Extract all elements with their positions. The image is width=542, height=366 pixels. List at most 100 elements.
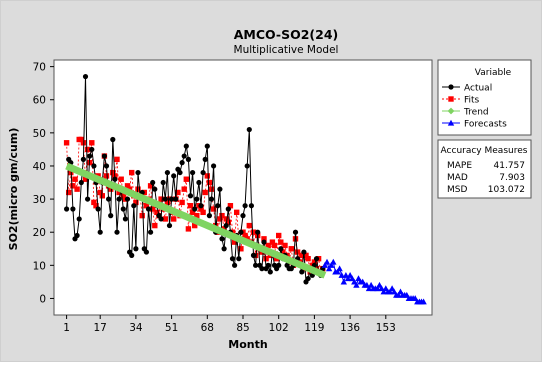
actual-point <box>91 163 97 169</box>
fits-point <box>189 209 196 216</box>
forecasts-point <box>374 285 381 292</box>
y-tick-label: 60 <box>33 95 46 107</box>
actual-point <box>135 169 141 176</box>
actual-point <box>313 256 320 262</box>
legend-marker-actual <box>448 84 454 90</box>
legend-marker-fits <box>448 96 454 102</box>
actual-point <box>162 196 168 202</box>
fits-point <box>66 189 72 196</box>
actual-point <box>244 163 250 169</box>
actual-point <box>194 196 200 202</box>
fits-point <box>175 189 181 196</box>
actual-point <box>171 173 177 179</box>
fits-point <box>63 140 70 146</box>
y-tick-label: 40 <box>33 161 46 173</box>
fits-point <box>223 216 229 222</box>
x-tick-label: 119 <box>304 322 324 334</box>
actual-point <box>114 229 120 235</box>
axes: 0 10 20 30 40 50 60 70 1 17 34 51 68 85 102 119 136 153 <box>33 62 396 334</box>
fits-point <box>250 229 257 235</box>
actual-point <box>221 246 227 252</box>
legend-item-trend: Trend <box>442 108 489 118</box>
fits-point <box>231 239 238 245</box>
actual-point <box>253 262 259 268</box>
forecasts-point <box>328 262 335 268</box>
actual-point <box>204 143 210 149</box>
actual-point <box>108 213 114 219</box>
fits-point <box>288 246 294 252</box>
legend-label-forecasts: Forecasts <box>464 120 507 130</box>
x-tick-label: 1 <box>63 322 70 334</box>
actual-point <box>133 246 139 252</box>
actual-point <box>173 196 179 202</box>
fits-point <box>194 212 200 219</box>
actual-point <box>240 213 246 219</box>
series-actual <box>64 73 326 285</box>
actual-point <box>152 186 158 192</box>
actual-point <box>150 179 156 186</box>
fits-point <box>294 249 301 255</box>
fits-point <box>162 216 168 222</box>
legend-label-fits: Fits <box>464 96 480 106</box>
fits-point <box>217 216 223 222</box>
legend-title: Variable <box>475 68 512 78</box>
legend-label-trend: Trend <box>463 108 489 118</box>
fits-point <box>110 169 116 176</box>
x-tick-label: 17 <box>94 322 107 334</box>
x-tick-label: 85 <box>236 322 249 334</box>
fits-point <box>150 206 156 212</box>
fits-point <box>133 199 139 206</box>
actual-point <box>82 73 89 80</box>
fits-point <box>91 199 97 206</box>
accuracy-box <box>437 139 532 199</box>
actual-point <box>232 262 238 268</box>
forecasts-point <box>386 288 394 295</box>
legend-marker-forecasts <box>447 119 455 126</box>
actual-point <box>250 252 257 258</box>
y-tick-label: 30 <box>33 194 46 206</box>
fits-point <box>116 189 122 196</box>
fits-point <box>78 136 84 143</box>
fits-point <box>84 146 91 153</box>
y-axis-label: SO2(micro gm/cum) <box>7 128 20 251</box>
fits-point <box>99 193 105 199</box>
actual-point <box>305 275 311 282</box>
fits-point <box>185 226 192 232</box>
actual-point <box>190 169 196 176</box>
fits-point <box>154 209 160 216</box>
fits-point <box>219 212 225 219</box>
fits-point <box>265 242 271 249</box>
actual-point <box>85 196 91 202</box>
fits-point <box>147 183 154 189</box>
actual-point <box>166 222 173 229</box>
actual-point <box>259 266 265 272</box>
legend-marker-trend <box>447 107 455 115</box>
fits-point <box>139 212 145 219</box>
actual-point <box>278 246 284 252</box>
y-tick-label: 50 <box>33 128 46 140</box>
actual-point <box>164 169 170 176</box>
fits-point <box>82 176 89 182</box>
forecasts-point <box>344 275 352 282</box>
fits-point <box>225 219 231 225</box>
chart-title: AMCO-SO2(24) <box>234 27 338 42</box>
fits-point <box>238 246 244 252</box>
actual-point <box>238 229 244 235</box>
actual-point <box>143 249 149 255</box>
actual-point <box>129 252 135 258</box>
series-forecasts <box>321 258 427 305</box>
actual-point <box>261 239 267 245</box>
accuracy-label-msd: MSD <box>447 185 467 195</box>
actual-point <box>101 153 107 159</box>
actual-point <box>229 256 236 262</box>
fits-point <box>242 232 248 239</box>
x-tick-label: 34 <box>129 322 143 334</box>
actual-point <box>112 176 118 182</box>
actual-point <box>116 196 122 202</box>
fits-point <box>276 232 282 239</box>
forecasts-point <box>380 288 387 295</box>
series-trend <box>65 162 327 279</box>
fits-point <box>143 203 150 209</box>
actual-point <box>80 156 86 162</box>
